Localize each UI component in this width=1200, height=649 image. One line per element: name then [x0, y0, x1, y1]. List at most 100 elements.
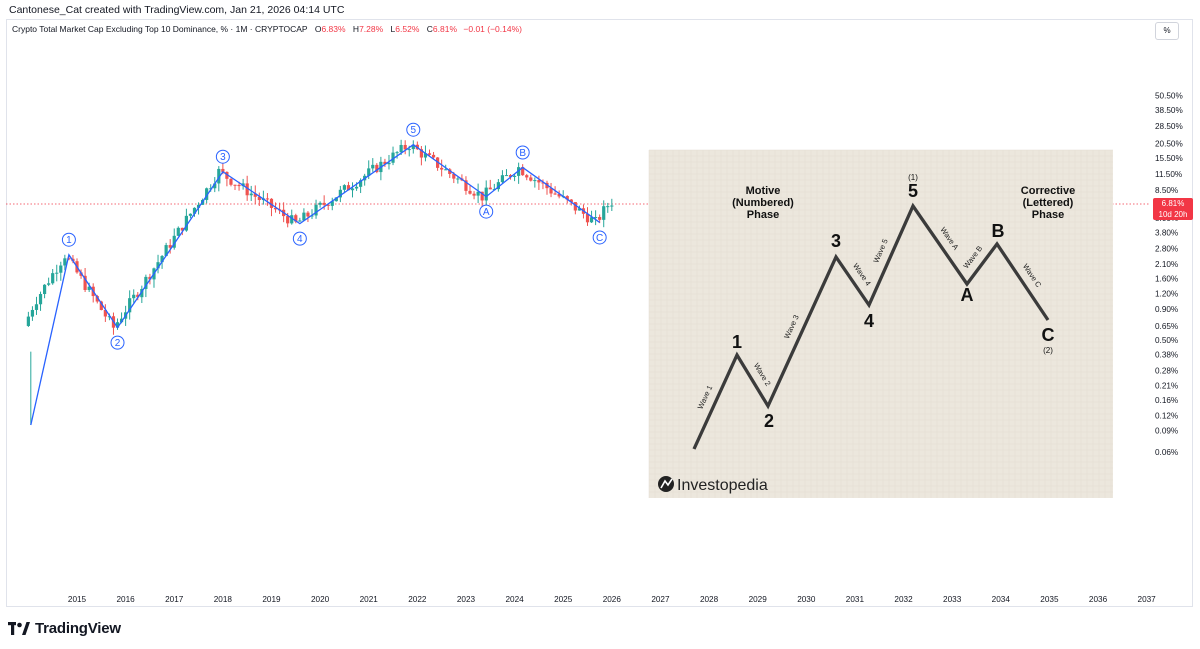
candle-body: [525, 175, 529, 178]
x-tick-label: 2025: [554, 595, 573, 604]
candle-body: [399, 144, 403, 153]
wave-label-1: 1: [66, 235, 72, 246]
candle-body: [553, 193, 557, 195]
percent-scale-button[interactable]: %: [1155, 22, 1179, 40]
candle-body: [411, 144, 415, 150]
y-tick-label: 8.50%: [1155, 186, 1178, 195]
candle-body: [585, 213, 590, 223]
candle-body: [391, 152, 395, 163]
symbol-title[interactable]: Crypto Total Market Cap Excluding Top 10…: [12, 24, 308, 34]
candle-body: [573, 202, 577, 211]
candle-body: [47, 283, 51, 285]
candle-body: [350, 188, 355, 191]
candle-body: [565, 196, 569, 200]
candle-body: [132, 294, 136, 299]
high-value: 7.28%: [359, 24, 384, 34]
last-price-tag: 6.81% 10d 20h: [1153, 198, 1193, 220]
candle-body: [452, 173, 456, 179]
tradingview-logo[interactable]: TradingView: [8, 620, 121, 637]
x-tick-label: 2037: [1138, 595, 1157, 604]
candle-body: [237, 184, 241, 187]
investopedia-brand: Investopedia: [677, 477, 768, 494]
candle-body: [176, 227, 180, 236]
diagram-point-3: 3: [831, 231, 841, 251]
investopedia-logo-icon: [658, 476, 674, 492]
diagram-point-2: 2: [764, 411, 774, 431]
y-tick-label: 0.16%: [1155, 396, 1178, 405]
diagram-point-b: B: [992, 221, 1005, 241]
candle-body: [107, 316, 112, 318]
candle-body: [184, 215, 188, 231]
wave-label-circle: [292, 231, 307, 246]
y-tick-label: 1.20%: [1155, 290, 1178, 299]
x-tick-label: 2031: [846, 595, 865, 604]
candle-body: [298, 220, 302, 222]
candle-body: [196, 204, 201, 208]
wave-label-circle: [406, 122, 421, 137]
x-tick-label: 2018: [214, 595, 233, 604]
candle-body: [589, 217, 594, 223]
candle-body: [557, 193, 561, 197]
candle-body: [99, 301, 103, 310]
candle-body: [533, 180, 537, 182]
candle-body: [136, 294, 140, 298]
candle-body: [480, 191, 484, 201]
wave-label-a: A: [483, 207, 490, 218]
candle-body: [334, 197, 338, 202]
candle-body: [87, 286, 91, 290]
candle-body: [63, 258, 67, 266]
open-value: 6.83%: [321, 24, 346, 34]
price-axis[interactable]: 50.50% 38.50% 28.50% 20.50% 15.50% 11.50% 8.50…: [1155, 92, 1183, 457]
y-tick-label: 38.50%: [1155, 106, 1183, 115]
y-tick-label: 2.80%: [1155, 245, 1178, 254]
motive-phase-title: Phase: [747, 209, 779, 221]
candle-body: [148, 276, 152, 280]
candle-body: [468, 190, 472, 194]
wave-label-3: 3: [220, 152, 226, 163]
x-tick-label: 2035: [1040, 595, 1059, 604]
candle-body: [302, 212, 306, 221]
wave-count-line: [30, 143, 601, 426]
y-tick-label: 0.28%: [1155, 367, 1178, 376]
candle-body: [233, 184, 237, 186]
close-value: 6.81%: [432, 24, 458, 34]
candle-body: [464, 180, 468, 191]
tradingview-logo-icon: [8, 622, 30, 635]
corrective-phase-title: Corrective: [1021, 185, 1075, 197]
candle-body: [79, 272, 83, 276]
candle-body: [508, 175, 513, 177]
candle-body: [188, 213, 193, 216]
open-label: O: [314, 24, 322, 34]
x-tick-label: 2021: [360, 595, 379, 604]
candle-body: [67, 258, 71, 260]
motive-phase-title: Motive: [746, 185, 781, 197]
time-axis[interactable]: 2015 2016 2017 2018 2019 2020 2021 2022 2023 2024…: [68, 595, 1156, 604]
candle-body: [476, 191, 480, 196]
y-tick-label: 3.80%: [1155, 229, 1178, 238]
candle-body: [484, 187, 488, 201]
candle-body: [529, 177, 533, 181]
candle-body: [512, 175, 517, 177]
candle-body: [314, 204, 318, 216]
x-tick-label: 2022: [408, 595, 427, 604]
y-tick-label: 0.65%: [1155, 322, 1178, 331]
y-tick-label: 11.50%: [1155, 170, 1182, 179]
candles: [26, 139, 614, 425]
candle-body: [249, 193, 253, 196]
candle-body: [419, 149, 423, 158]
candle-body: [119, 318, 124, 323]
wave-label-2: 2: [115, 338, 121, 349]
candle-body: [294, 215, 298, 222]
x-tick-label: 2023: [457, 595, 476, 604]
candle-body: [229, 178, 233, 185]
candle-body: [160, 256, 164, 263]
candle-body: [610, 205, 614, 207]
y-tick-label: 0.06%: [1155, 448, 1178, 457]
candle-body: [30, 309, 35, 317]
candle-body: [59, 265, 63, 273]
candle-body: [225, 171, 229, 179]
y-tick-label: 0.90%: [1155, 305, 1178, 314]
candle-body: [496, 182, 500, 190]
y-tick-label: 1.60%: [1155, 274, 1178, 283]
